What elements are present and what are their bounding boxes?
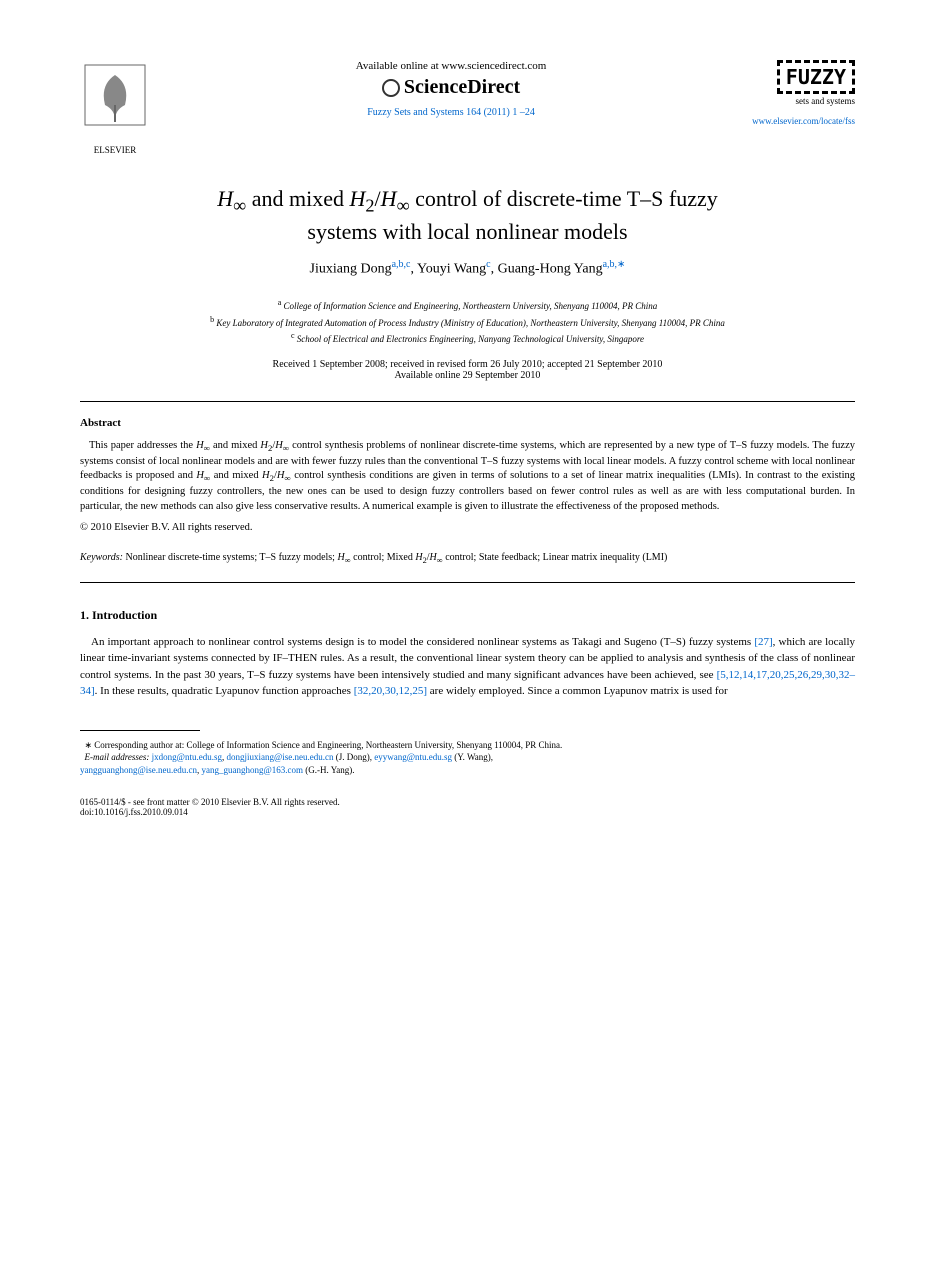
sciencedirect-text: ScienceDirect bbox=[404, 76, 520, 99]
divider bbox=[80, 582, 855, 583]
paper-title: H∞ and mixed H2/H∞ control of discrete-t… bbox=[80, 185, 855, 247]
author-3-affil: a,b, bbox=[603, 259, 617, 270]
fuzzy-logo-text: FUZZY bbox=[777, 60, 855, 94]
received-date: Received 1 September 2008; received in r… bbox=[273, 359, 663, 370]
corresponding-star: ∗ bbox=[617, 259, 625, 270]
footer-doi: doi:10.1016/j.fss.2010.09.014 bbox=[80, 807, 188, 817]
intro-paragraph: An important approach to nonlinear contr… bbox=[80, 634, 855, 700]
abstract-text: This paper addresses the H∞ and mixed H2… bbox=[80, 439, 855, 514]
email-2[interactable]: dongjiuxiang@ise.neu.edu.cn bbox=[226, 752, 333, 762]
sciencedirect-brand: ScienceDirect bbox=[150, 76, 752, 99]
footnote-separator bbox=[80, 730, 200, 731]
available-date: Available online 29 September 2010 bbox=[395, 370, 541, 381]
available-online-text: Available online at www.sciencedirect.co… bbox=[150, 60, 752, 72]
keywords: Keywords: Nonlinear discrete-time system… bbox=[80, 551, 855, 567]
ref-link-27[interactable]: [27] bbox=[754, 636, 772, 648]
email-1[interactable]: jxdong@ntu.edu.sg bbox=[152, 752, 222, 762]
header-row: ELSEVIER Available online at www.science… bbox=[80, 60, 855, 155]
journal-logo-block: FUZZY sets and systems www.elsevier.com/… bbox=[752, 60, 855, 126]
journal-reference-link[interactable]: Fuzzy Sets and Systems 164 (2011) 1 –24 bbox=[150, 107, 752, 118]
footnote-block: ∗ Corresponding author at: College of In… bbox=[80, 739, 855, 777]
affiliation-a: College of Information Science and Engin… bbox=[284, 301, 658, 311]
section-1-heading: 1. Introduction bbox=[80, 608, 855, 623]
author-2: Youyi Wang bbox=[417, 261, 486, 276]
elsevier-label: ELSEVIER bbox=[80, 145, 150, 155]
affiliations: a College of Information Science and Eng… bbox=[80, 297, 855, 347]
abstract-copyright: © 2010 Elsevier B.V. All rights reserved… bbox=[80, 522, 855, 533]
divider bbox=[80, 401, 855, 402]
sciencedirect-icon bbox=[382, 79, 400, 97]
fuzzy-logo-subtitle: sets and systems bbox=[752, 96, 855, 106]
email-3[interactable]: eyywang@ntu.edu.sg bbox=[374, 752, 452, 762]
authors-list: Jiuxiang Donga,b,c, Youyi Wangc, Guang-H… bbox=[80, 259, 855, 278]
keywords-label: Keywords: bbox=[80, 552, 123, 563]
elsevier-logo-block: ELSEVIER bbox=[80, 60, 150, 155]
author-1: Jiuxiang Dong bbox=[310, 261, 392, 276]
elsevier-locate-link[interactable]: www.elsevier.com/locate/fss bbox=[752, 116, 855, 126]
elsevier-tree-icon bbox=[80, 60, 150, 140]
email-label: E-mail addresses: bbox=[85, 752, 150, 762]
author-2-affil: c bbox=[486, 259, 490, 270]
ref-link-multi2[interactable]: [32,20,30,12,25] bbox=[354, 685, 427, 697]
article-dates: Received 1 September 2008; received in r… bbox=[80, 359, 855, 381]
email-4[interactable]: yangguanghong@ise.neu.edu.cn bbox=[80, 765, 197, 775]
abstract-heading: Abstract bbox=[80, 417, 855, 429]
author-3: Guang-Hong Yang bbox=[498, 261, 603, 276]
affiliation-c: School of Electrical and Electronics Eng… bbox=[297, 334, 644, 344]
author-1-affil: a,b,c bbox=[392, 259, 411, 270]
email-5[interactable]: yang_guanghong@163.com bbox=[202, 765, 304, 775]
corresponding-author-note: ∗ Corresponding author at: College of In… bbox=[85, 740, 563, 750]
center-header: Available online at www.sciencedirect.co… bbox=[150, 60, 752, 118]
affiliation-b: Key Laboratory of Integrated Automation … bbox=[216, 318, 725, 328]
footer-line1: 0165-0114/$ - see front matter © 2010 El… bbox=[80, 797, 340, 807]
copyright-footer: 0165-0114/$ - see front matter © 2010 El… bbox=[80, 797, 855, 817]
